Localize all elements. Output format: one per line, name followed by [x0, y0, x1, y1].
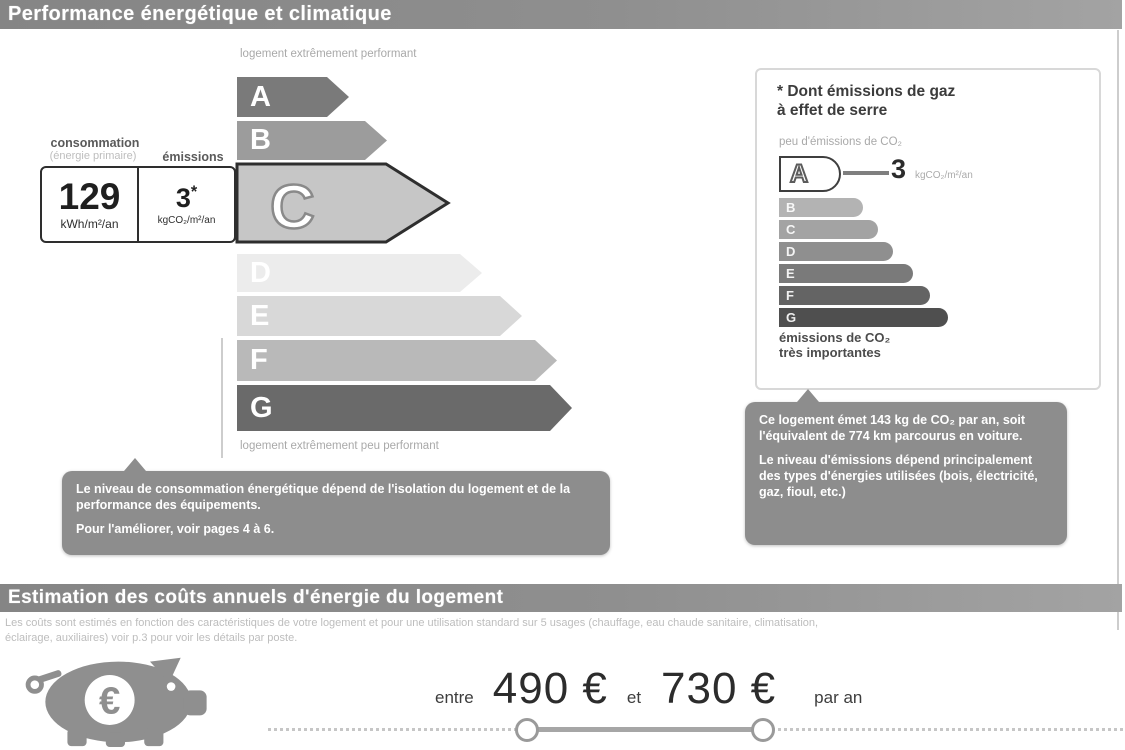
co2-class-letter: D: [786, 244, 796, 259]
cost-min-value: 490 €: [492, 664, 608, 713]
co2-low-label: peu d'émissions de CO₂: [779, 136, 902, 148]
co2-tooltip-text: Ce logement émet 143 kg de CO₂ par an, s…: [759, 413, 1026, 443]
consumption-tooltip-text: Le niveau de consommation énergétique dé…: [76, 482, 571, 512]
co2-tooltip-more: Le niveau d'émissions dépend principalem…: [759, 453, 1038, 499]
tooltip-pointer-icon: [797, 389, 819, 402]
section-costs-title: Estimation des coûts annuels d'énergie d…: [0, 584, 1122, 612]
costs-note: Les coûts sont estimés en fonction des c…: [5, 617, 819, 644]
energy-class-letter: E: [250, 299, 270, 332]
piggy-bank-icon: €: [25, 657, 207, 748]
energy-class-arrow-F: F: [237, 340, 557, 381]
cost-slider-handle-min: [515, 718, 539, 742]
co2-class-letter: C: [786, 222, 796, 237]
energy-class-arrow-A: A: [237, 77, 349, 117]
cost-et-label: et: [626, 688, 642, 707]
co2-class-bar-E: E: [779, 264, 913, 283]
co2-class-letter: B: [786, 200, 796, 215]
emissions-cell: 3* kgCO₂/m²/an: [139, 168, 234, 241]
current-co2-class-arrow: A: [779, 156, 841, 192]
consumption-cell: 129 kWh/m²/an: [42, 168, 139, 241]
energy-class-letter: D: [250, 256, 271, 289]
energy-class-letter: A: [250, 80, 271, 113]
cost-max-value: 730 €: [661, 664, 777, 713]
co2-class-bar-C: C: [779, 220, 878, 239]
scan-artifact-line: [221, 338, 223, 458]
co2-panel-title: * Dont émissions de gaz à effet de serre: [777, 83, 956, 119]
emissions-value: 3*: [175, 182, 198, 213]
consumption-label: consommation: [50, 136, 140, 150]
energy-values-box: 129 kWh/m²/an 3* kgCO₂/m²/an: [40, 166, 236, 243]
energy-class-arrow-D: D: [237, 254, 482, 292]
page-edge-line: [1117, 30, 1119, 630]
co2-tooltip: Ce logement émet 143 kg de CO₂ par an, s…: [745, 389, 1067, 545]
energy-class-arrow-E: E: [237, 296, 522, 336]
consumption-sublabel: (énergie primaire): [49, 150, 137, 162]
co2-class-letter: F: [786, 288, 794, 303]
scale-bottom-label: logement extrêmement peu performant: [240, 440, 439, 452]
cost-slider-range: [527, 727, 763, 732]
co2-class-bar-G: G: [779, 308, 948, 327]
co2-value-connector-line: [843, 171, 889, 175]
energy-class-letter: B: [250, 124, 271, 156]
current-co2-class-letter: A: [789, 159, 809, 188]
co2-class-letter: E: [786, 266, 795, 281]
co2-emissions-panel: * Dont émissions de gaz à effet de serre…: [755, 68, 1101, 390]
annual-cost-range: entre 490 € et 730 € par an: [435, 664, 862, 714]
co2-class-bar-D: D: [779, 242, 893, 261]
energy-class-arrow-B: B: [237, 121, 387, 160]
energy-class-letter: G: [250, 391, 273, 424]
co2-class-bar-B: B: [779, 198, 863, 217]
consumption-tooltip-more: Pour l'améliorer, voir pages 4 à 6.: [76, 522, 275, 536]
co2-value: 3: [891, 154, 907, 184]
co2-value-unit: kgCO₂/m²/an: [915, 170, 973, 181]
scale-top-label: logement extrêmement performant: [240, 48, 417, 60]
asterisk: *: [190, 182, 198, 201]
energy-class-arrow-G: G: [237, 385, 572, 431]
cost-per-year-label: par an: [814, 688, 863, 707]
section-energy-title: Performance énergétique et climatique: [0, 0, 1122, 29]
co2-class-letter: G: [786, 310, 797, 325]
consumption-unit: kWh/m²/an: [60, 217, 119, 231]
cost-slider-handle-max: [751, 718, 775, 742]
current-energy-class-letter: C: [270, 173, 315, 242]
consumption-value: 129: [58, 176, 121, 217]
cost-entre-label: entre: [435, 688, 474, 707]
consumption-tooltip: Le niveau de consommation énergétique dé…: [62, 458, 610, 555]
co2-high-label: émissions de CO₂ très importantes: [779, 330, 891, 360]
emissions-unit: kgCO₂/m²/an: [157, 214, 216, 226]
tooltip-pointer-icon: [124, 458, 146, 471]
co2-class-bar-F: F: [779, 286, 930, 305]
emissions-label: émissions: [162, 150, 224, 164]
euro-symbol-icon: €: [99, 679, 120, 722]
energy-class-letter: F: [250, 344, 268, 376]
current-energy-class-arrow: C: [235, 162, 451, 244]
